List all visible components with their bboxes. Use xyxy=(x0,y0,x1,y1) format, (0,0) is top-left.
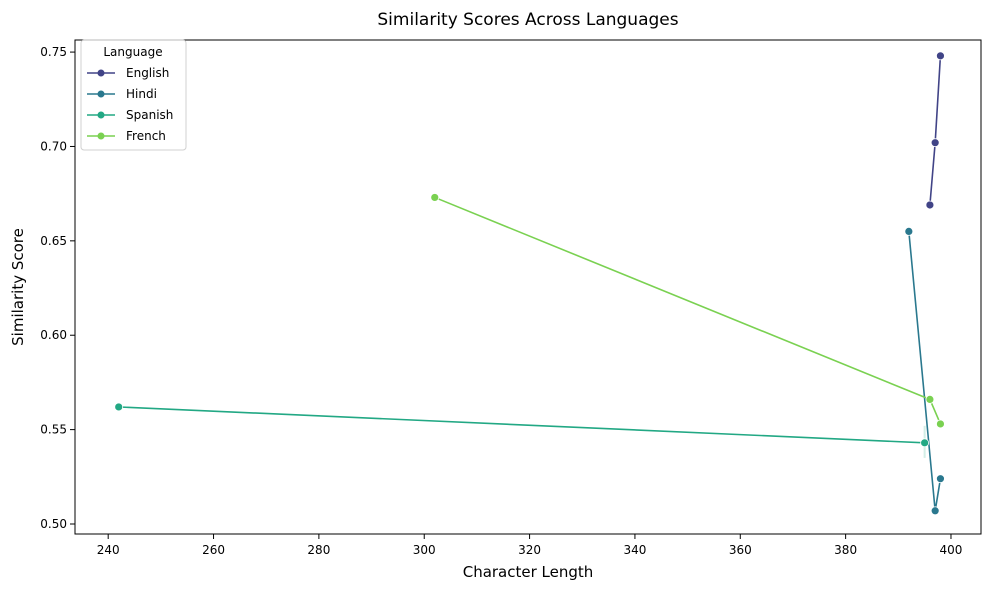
y-tick-label: 0.60 xyxy=(40,328,67,342)
data-point xyxy=(930,506,940,516)
x-tick-label: 360 xyxy=(729,543,752,557)
x-axis-label: Character Length xyxy=(463,563,594,581)
series-line xyxy=(118,406,925,444)
data-point xyxy=(936,51,945,61)
data-point xyxy=(114,402,124,412)
legend-label: French xyxy=(126,129,166,143)
x-tick-label: 380 xyxy=(834,543,857,557)
x-tick-label: 260 xyxy=(202,543,225,557)
chart-title: Similarity Scores Across Languages xyxy=(377,10,678,30)
legend-label: Spanish xyxy=(126,108,173,122)
data-point xyxy=(930,138,940,148)
data-point xyxy=(925,395,935,404)
series-french xyxy=(430,193,945,429)
legend-box xyxy=(80,39,187,151)
series-english xyxy=(925,51,945,210)
series-spanish xyxy=(114,402,930,458)
x-tick-label: 280 xyxy=(307,543,330,557)
x-tick-label: 340 xyxy=(623,543,646,557)
x-tick-label: 320 xyxy=(518,543,541,557)
legend-marker xyxy=(97,111,105,119)
y-axis-label: Similarity Score xyxy=(9,228,27,346)
legend: Language English Hindi Spanish French xyxy=(80,39,187,151)
y-tick-label: 0.55 xyxy=(40,423,67,437)
x-tick-label: 300 xyxy=(413,543,436,557)
legend-title: Language xyxy=(103,45,162,59)
series-line xyxy=(929,55,942,206)
plot-frame xyxy=(74,39,982,535)
data-point xyxy=(936,419,945,429)
y-tick-label: 0.50 xyxy=(40,517,67,531)
x-tick-label: 400 xyxy=(940,543,963,557)
series-line xyxy=(908,231,942,511)
legend-label: Hindi xyxy=(126,87,157,101)
series-hindi xyxy=(904,227,945,516)
data-point xyxy=(936,474,945,484)
data-point xyxy=(920,438,930,448)
data-point xyxy=(904,227,914,236)
series-line xyxy=(434,196,942,425)
data-point xyxy=(430,193,440,202)
legend-marker xyxy=(97,132,105,140)
y-tick-label: 0.70 xyxy=(40,139,67,153)
legend-marker xyxy=(97,90,105,98)
legend-label: English xyxy=(126,66,169,80)
legend-marker xyxy=(97,69,105,77)
x-tick-label: 240 xyxy=(97,543,120,557)
y-tick-label: 0.65 xyxy=(40,234,67,248)
data-point xyxy=(925,200,935,210)
y-tick-label: 0.75 xyxy=(40,45,67,59)
